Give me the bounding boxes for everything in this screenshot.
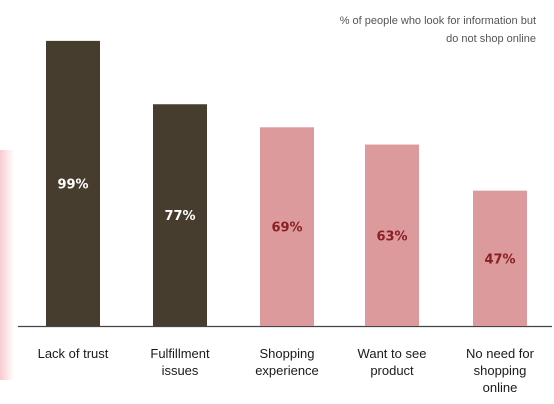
category-label-5: No need for shopping online [466, 346, 535, 395]
chart-note: % of people who look for information but… [339, 15, 536, 45]
bar-5 [473, 190, 527, 326]
bar-2 [153, 104, 207, 327]
bar-3 [260, 127, 314, 326]
bar-1 [46, 40, 100, 326]
bar-value-label-1: 99% [57, 177, 88, 192]
bar-value-label-2: 77% [164, 209, 195, 224]
bar-value-label-5: 47% [484, 252, 515, 267]
category-label-2: Fulfillment issues [150, 346, 210, 378]
decorative-edge [0, 150, 14, 380]
category-label-1: Lack of trust [38, 346, 109, 361]
bar-value-label-4: 63% [376, 229, 407, 244]
category-label-4: Want to see product [358, 346, 427, 378]
category-label-3: Shopping experience [255, 346, 319, 378]
bar-value-label-3: 69% [271, 221, 302, 236]
bar-4 [365, 144, 419, 326]
